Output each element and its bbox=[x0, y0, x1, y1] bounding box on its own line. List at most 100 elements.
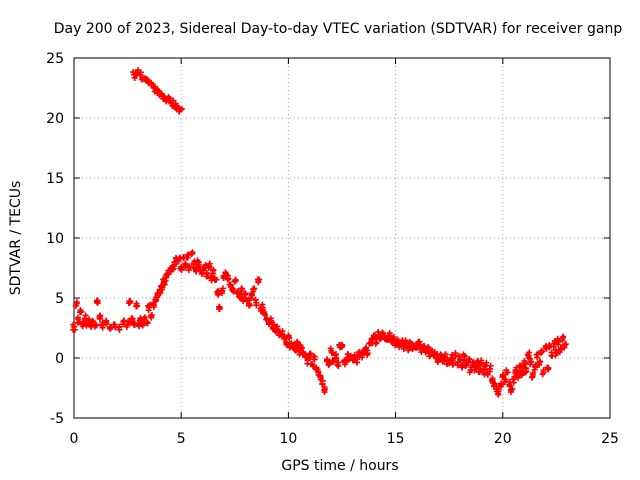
x-tick-label: 10 bbox=[279, 431, 297, 447]
data-point bbox=[158, 283, 165, 290]
data-point bbox=[200, 267, 207, 274]
data-point bbox=[205, 265, 212, 272]
data-point bbox=[184, 254, 191, 261]
data-point bbox=[307, 350, 314, 357]
grid-lines bbox=[74, 58, 610, 418]
x-tick-label: 15 bbox=[387, 431, 405, 447]
data-point bbox=[294, 339, 301, 346]
data-point bbox=[170, 97, 177, 104]
data-point bbox=[522, 364, 529, 371]
data-point bbox=[449, 357, 456, 364]
data-point bbox=[225, 275, 232, 282]
data-point bbox=[338, 344, 345, 351]
y-tick-label: 25 bbox=[46, 51, 64, 67]
data-point bbox=[261, 309, 268, 316]
data-point bbox=[528, 359, 535, 366]
x-tick-label: 0 bbox=[70, 431, 79, 447]
x-tick-labels: 0 5 10 15 20 25 bbox=[70, 431, 619, 447]
data-point bbox=[96, 314, 103, 321]
data-point bbox=[539, 371, 546, 378]
data-point bbox=[82, 312, 89, 319]
x-tick-label: 25 bbox=[601, 431, 619, 447]
data-point bbox=[102, 319, 109, 326]
data-point bbox=[555, 341, 562, 348]
data-point bbox=[203, 273, 210, 280]
data-point bbox=[196, 262, 203, 269]
data-point bbox=[162, 277, 169, 284]
data-point bbox=[91, 323, 98, 330]
data-point bbox=[133, 300, 140, 307]
data-point bbox=[539, 348, 546, 355]
data-point bbox=[310, 353, 317, 360]
data-point bbox=[198, 270, 205, 277]
data-point bbox=[495, 390, 502, 397]
data-point bbox=[125, 318, 132, 325]
data-point bbox=[455, 353, 462, 360]
data-point bbox=[107, 324, 114, 331]
data-point bbox=[208, 273, 215, 280]
data-point bbox=[544, 364, 551, 371]
data-point bbox=[219, 288, 226, 295]
data-point bbox=[462, 361, 469, 368]
data-point bbox=[489, 375, 496, 382]
data-point bbox=[309, 361, 316, 368]
data-point bbox=[211, 274, 218, 281]
data-point bbox=[144, 320, 151, 327]
data-point bbox=[471, 367, 478, 374]
data-point bbox=[332, 355, 339, 362]
data-point bbox=[518, 372, 525, 379]
y-tick-label: 5 bbox=[55, 291, 64, 307]
data-point bbox=[255, 278, 262, 285]
x-tick-label: 20 bbox=[494, 431, 512, 447]
data-point bbox=[74, 314, 81, 321]
data-point bbox=[157, 289, 164, 296]
data-point bbox=[529, 370, 536, 377]
data-point bbox=[297, 342, 304, 349]
data-point bbox=[148, 80, 155, 87]
data-point bbox=[415, 340, 422, 347]
data-point bbox=[370, 333, 377, 340]
data-point bbox=[364, 350, 371, 357]
y-tick-label: 15 bbox=[46, 171, 64, 187]
data-point bbox=[219, 285, 226, 292]
data-point bbox=[245, 300, 252, 307]
data-point bbox=[452, 352, 459, 359]
data-point bbox=[137, 69, 144, 76]
data-point bbox=[481, 363, 488, 370]
data-point bbox=[515, 374, 522, 381]
data-point bbox=[527, 355, 534, 362]
data-point bbox=[259, 304, 266, 311]
data-point bbox=[330, 358, 337, 365]
y-tick-label: -5 bbox=[50, 411, 64, 427]
data-point bbox=[216, 305, 223, 312]
data-point bbox=[152, 83, 159, 90]
data-point bbox=[285, 332, 292, 339]
data-point bbox=[314, 366, 321, 373]
data-point bbox=[166, 95, 173, 102]
data-point bbox=[206, 260, 213, 267]
data-point bbox=[509, 385, 516, 392]
data-point bbox=[328, 349, 335, 356]
data-point bbox=[487, 362, 494, 369]
axis-ticks bbox=[73, 57, 611, 419]
data-point bbox=[70, 321, 77, 328]
data-point bbox=[145, 302, 152, 309]
data-point bbox=[127, 298, 134, 305]
y-axis-label: SDTVAR / TECUs bbox=[8, 181, 24, 296]
data-point bbox=[267, 315, 274, 322]
data-point bbox=[407, 340, 414, 347]
data-point bbox=[141, 315, 148, 322]
data-point bbox=[504, 369, 511, 376]
data-point bbox=[152, 298, 159, 305]
chart-title: Day 200 of 2023, Sidereal Day-to-day VTE… bbox=[54, 21, 623, 37]
data-point bbox=[466, 356, 473, 363]
data-point bbox=[182, 261, 189, 268]
data-point bbox=[70, 326, 77, 333]
data-point bbox=[556, 349, 563, 356]
data-point bbox=[483, 359, 490, 366]
data-point bbox=[491, 380, 498, 387]
series-upper-segment bbox=[130, 67, 185, 115]
data-point bbox=[466, 369, 473, 376]
y-tick-label: 0 bbox=[55, 351, 64, 367]
